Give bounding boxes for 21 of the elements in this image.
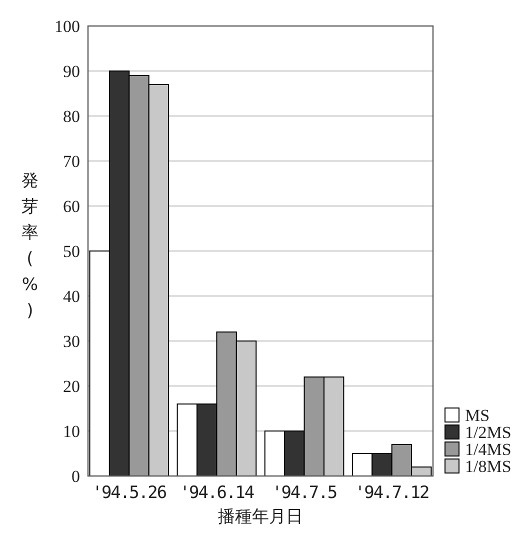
y-tick-label: 50 — [63, 242, 80, 261]
y-tick-label: 60 — [63, 196, 80, 216]
x-axis-title: 播種年月日 — [218, 507, 303, 527]
x-tick-label: '94.7.12 — [354, 483, 429, 503]
y-tick-label: 0 — [72, 466, 80, 486]
y-tick-label: 90 — [63, 62, 80, 81]
x-tick-label: '94.6.14 — [180, 483, 254, 503]
x-tick-label: '94.7.5 — [272, 483, 337, 503]
legend-label: 1/2MS — [465, 422, 512, 442]
y-tick-label: 40 — [63, 286, 80, 306]
y-tick-label: 10 — [63, 422, 80, 441]
x-tick-label: '94.5.26 — [92, 483, 167, 503]
y-tick-label: 20 — [63, 376, 80, 396]
y-axis-title: 発芽率(%) — [22, 171, 38, 321]
y-tick-label: 100 — [54, 16, 80, 36]
y-tick-label: 70 — [63, 152, 80, 171]
legend-label: MS — [465, 406, 490, 425]
y-tick-label: 80 — [63, 106, 80, 126]
y-tick-label: 30 — [63, 332, 80, 351]
legend-label: 1/8MS — [465, 456, 512, 476]
legend-label: 1/4MS — [465, 440, 512, 459]
